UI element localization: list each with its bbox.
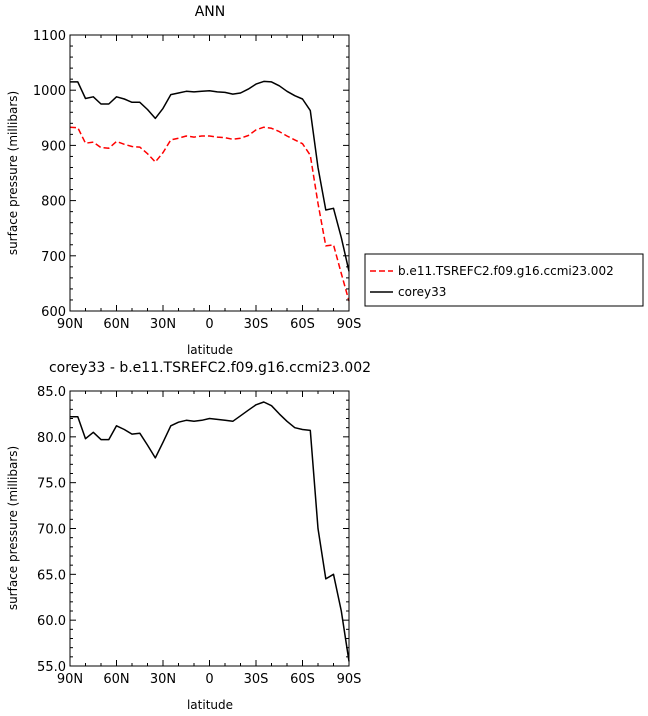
panel-1-xtick-label: 30S	[244, 317, 269, 332]
bottom-panel-ticks: 90N 60N 30N 0 30S 60S 90S 55.0 60.0 65.0 70.0 75.0 8…	[37, 385, 361, 687]
top-panel-frame	[69, 34, 350, 312]
top-panel-ticks: 90N 60N 30N 0 30S 60S 90S 600 700 800 900 1000 1100	[33, 29, 361, 332]
panel-1-xtick-label: 90S	[337, 317, 362, 332]
panel-2-xtick-label: 90S	[337, 672, 362, 687]
panel-2-ytick-label: 60.0	[37, 614, 66, 629]
bottom-panel-frame	[69, 390, 350, 667]
panel-2-ytick-label: 80.0	[37, 431, 66, 446]
panel-2-ytick-label: 65.0	[37, 568, 66, 583]
bottom-panel-title: corey33 - b.e11.TSREFC2.f09.g16.ccmi23.0…	[49, 360, 371, 376]
legend-label-series-1: b.e11.TSREFC2.f09.g16.ccmi23.002	[398, 264, 614, 278]
panel-1-ytick-label: 600	[41, 305, 66, 320]
panel-2-series-1-line	[70, 401, 350, 662]
panel-1-ytick-label: 800	[41, 195, 66, 210]
top-panel-ylabel: surface pressure (millibars)	[6, 91, 20, 255]
legend-box	[364, 253, 644, 307]
legend-label-series-2: corey33	[398, 285, 446, 299]
panel-2-ytick-label: 85.0	[37, 385, 66, 400]
panel-1-xtick-label: 60N	[103, 317, 129, 332]
panel-2-xtick-label: 60N	[103, 672, 129, 687]
panel-1-xtick-label: 0	[205, 317, 213, 332]
legend: b.e11.TSREFC2.f09.g16.ccmi23.002 corey33	[364, 253, 644, 307]
panel-1-ytick-label: 1100	[33, 29, 66, 44]
bottom-panel-xlabel: latitude	[187, 698, 233, 712]
panel-1-xtick-label: 30N	[150, 317, 176, 332]
bottom-panel-series	[70, 401, 350, 662]
top-panel: ANN 90N 60N 30N 0 30S 60S 90S 600 700 800 900 1000 1…	[6, 4, 644, 357]
panel-1-xtick-label: 60S	[290, 317, 315, 332]
panel-2-ytick-label: 75.0	[37, 477, 66, 492]
bottom-panel-ylabel: surface pressure (millibars)	[6, 446, 20, 610]
panel-1-series-2-line	[70, 80, 350, 272]
panel-2-xtick-label: 30S	[244, 672, 269, 687]
panel-2-xtick-label: 30N	[150, 672, 176, 687]
panel-2-ytick-label: 55.0	[37, 660, 66, 675]
panel-1-ytick-label: 1000	[33, 84, 66, 99]
panel-2-xtick-label: 60S	[290, 672, 315, 687]
panel-2-xtick-label: 90N	[57, 672, 83, 687]
panel-1-ytick-label: 700	[41, 250, 66, 265]
top-panel-series	[69, 80, 350, 302]
panel-1-series-1-line	[69, 126, 350, 302]
bottom-panel: corey33 - b.e11.TSREFC2.f09.g16.ccmi23.0…	[6, 360, 371, 712]
panel-1-ytick-label: 900	[41, 139, 66, 154]
panel-2-xtick-label: 0	[205, 672, 213, 687]
top-panel-title: ANN	[195, 4, 226, 20]
panel-2-ytick-label: 70.0	[37, 523, 66, 538]
panel-1-xtick-label: 90N	[57, 317, 83, 332]
top-panel-xlabel: latitude	[187, 343, 233, 357]
